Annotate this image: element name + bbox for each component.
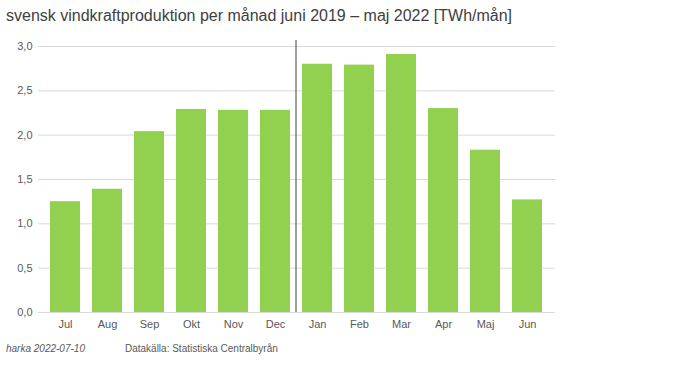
svg-text:Mar: Mar [392, 318, 411, 330]
svg-text:Nov: Nov [224, 318, 244, 330]
svg-text:Maj: Maj [477, 318, 495, 330]
html-text:svensk vindkraftproduktion per: svensk vindkraftproduktion per månad jun… [6, 7, 512, 24]
svg-text:Sep: Sep [140, 318, 160, 330]
svg-text:Okt: Okt [183, 318, 200, 330]
svg-text:0,5: 0,5 [17, 262, 32, 274]
svg-text:Jul: Jul [58, 318, 72, 330]
svg-text:1,0: 1,0 [17, 217, 32, 229]
svg-text:Apr: Apr [435, 318, 452, 330]
html-text:harka 2022-07-10: harka 2022-07-10 [6, 343, 85, 354]
svg-text:Jan: Jan [309, 318, 327, 330]
svg-text:2,0: 2,0 [17, 129, 32, 141]
svg-text:Dec: Dec [266, 318, 286, 330]
svg-text:Jun: Jun [519, 318, 537, 330]
svg-text:3,0: 3,0 [17, 40, 32, 52]
svg-text:1,5: 1,5 [17, 173, 32, 185]
svg-text:0,0: 0,0 [17, 306, 32, 318]
html-text:Datakälla: Statistiska Central: Datakälla: Statistiska Centralbyrån [125, 343, 278, 354]
svg-text:2,5: 2,5 [17, 84, 32, 96]
svg-text:Feb: Feb [350, 318, 369, 330]
svg-text:Aug: Aug [98, 318, 118, 330]
